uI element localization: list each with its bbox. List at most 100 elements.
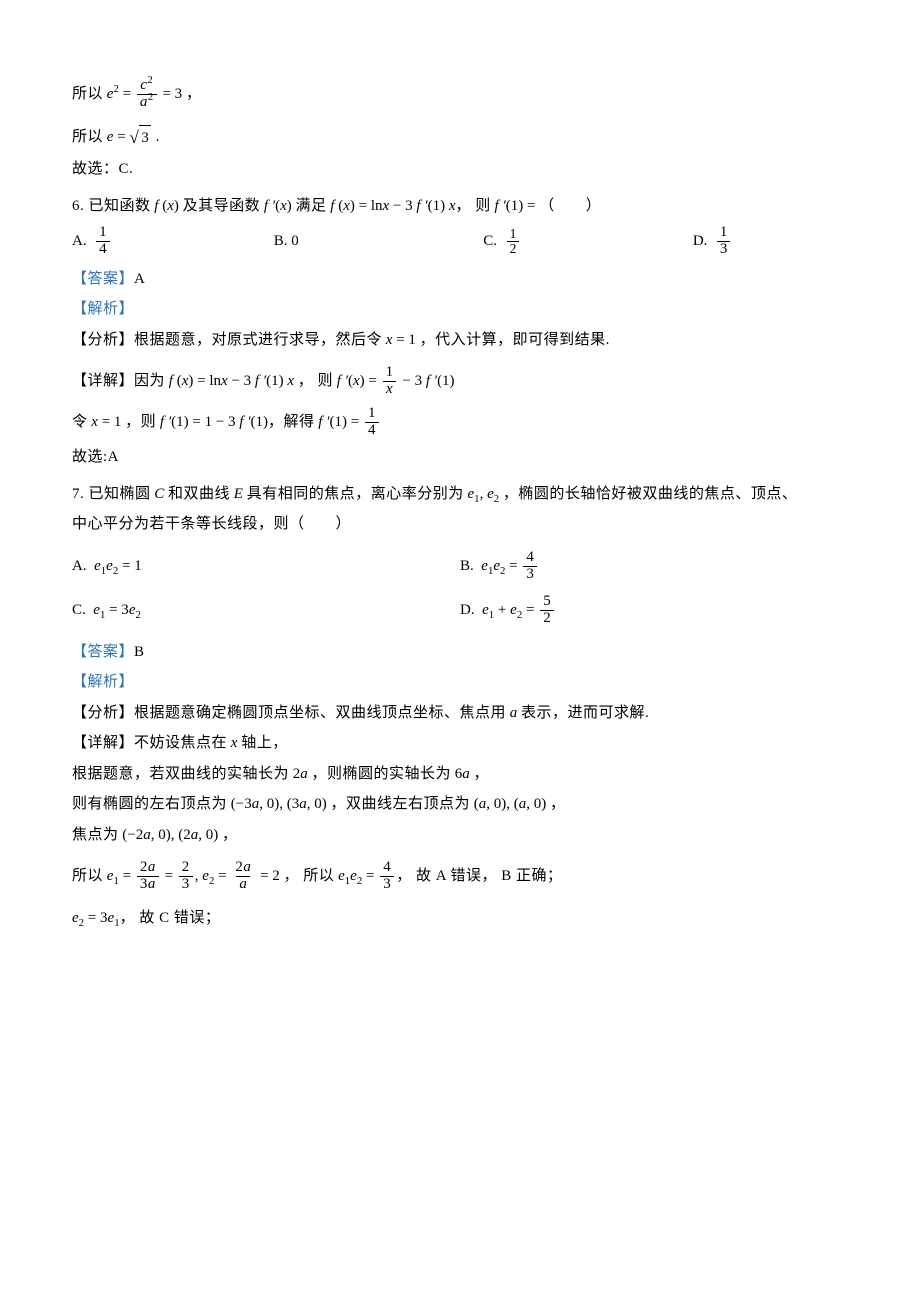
q7-c-expr: e1 = 3e2 xyxy=(93,599,141,622)
q6-options: A. 1 4 B. 0 C. 1 2 D. 1 3 xyxy=(72,225,848,258)
q6-stem-mid2: 满足 xyxy=(296,195,327,218)
q6-analysis-head: 【解析】 xyxy=(72,298,848,321)
q7-option-c: C. e1 = 3e2 xyxy=(72,594,460,627)
q7-stem-d: ，椭圆的长轴恰好被双曲线的焦点、顶点、 xyxy=(503,483,798,506)
q6-x1: x = 1 xyxy=(382,329,420,352)
q7-b-frac: 4 3 xyxy=(523,550,537,583)
q7-answer-tag: 【答案】 xyxy=(72,641,134,664)
q7-option-d: D. e1 + e2 = 5 2 xyxy=(460,594,848,627)
q7-foci: (−2a, 0), (2a, 0) xyxy=(119,824,222,847)
q7-detail-l2a: 根据题意，若双曲线的实轴长为 xyxy=(72,763,289,786)
q6-stem-tail: （ ） xyxy=(539,195,601,218)
q7-stem-1: 7. 已知椭圆 C 和双曲线 E 具有相同的焦点，离心率分别为 e1, e2 ，… xyxy=(72,483,848,506)
q7-number: 7. xyxy=(72,483,84,506)
q7-e1-frac1: 2a 3a xyxy=(137,860,159,893)
q7-detail-l4b: ， xyxy=(222,824,238,847)
q6-detail-l1b: ， 则 xyxy=(298,370,333,393)
q6-fpx: f ′(x) xyxy=(260,195,295,218)
q6-detail-l1a: 因为 xyxy=(134,370,165,393)
text-so: 所以 xyxy=(72,83,103,106)
q7-E: E xyxy=(230,483,247,506)
q7-e2-lhs: , e2 = xyxy=(195,865,231,888)
q7-eq1: = xyxy=(161,865,177,888)
q7-answer-val: B xyxy=(134,641,145,664)
q7-option-a: A. e1e2 = 1 xyxy=(72,550,460,583)
q7-detail-l5c: ， 故 A 错误， B 正确； xyxy=(396,865,562,888)
q6-detail-h: 【详解】 xyxy=(72,370,134,393)
q7-hyper-v: (a, 0), (a, 0) xyxy=(470,793,550,816)
q6-c-label: C. xyxy=(483,230,497,253)
q6-option-d: D. 1 3 xyxy=(693,225,848,258)
q6-answer: 【答案】 A xyxy=(72,268,848,291)
prefix-line-2: 所以 e = √3 . xyxy=(72,125,848,151)
q7-detail-l4: 焦点为 (−2a, 0), (2a, 0) ， xyxy=(72,824,848,847)
q7-analysis-head: 【解析】 xyxy=(72,671,848,694)
q7-detail-l3: 则有椭圆的左右顶点为 (−3a, 0), (3a, 0) ，双曲线左右顶点为 (… xyxy=(72,793,848,816)
q7-answer: 【答案】 B xyxy=(72,641,848,664)
q6-detail-eq1: f (x) = lnx − 3 f ′(1) x xyxy=(165,370,298,393)
q6-detail-l2b: ，则 xyxy=(125,411,156,434)
q7-e1-frac2: 2 3 xyxy=(179,860,193,893)
q6-a-frac: 1 4 xyxy=(96,225,110,258)
q6-number: 6. xyxy=(72,195,84,218)
q6-choice-text: 故选:A xyxy=(72,446,119,469)
q7-e2-frac: 2a a xyxy=(232,860,254,893)
q7-x-var: x xyxy=(227,732,241,755)
q6-detail-l1: 【详解】 因为 f (x) = lnx − 3 f ′(1) x ， 则 f ′… xyxy=(72,365,848,398)
q6-analysis-t1: 根据题意，对原式进行求导，然后令 xyxy=(134,329,382,352)
q7-analysis-t1: 根据题意确定椭圆顶点坐标、双曲线顶点坐标、焦点用 xyxy=(134,702,506,725)
q6-detail-l2: 令 x = 1 ，则 f ′(1) = 1 − 3 f ′(1) ，解得 f ′… xyxy=(72,406,848,439)
q6-d-frac: 1 3 xyxy=(717,225,731,258)
q7-prod-frac: 4 3 xyxy=(380,860,394,893)
q7-detail-l1a: 不妨设焦点在 xyxy=(134,732,227,755)
q6-a-label: A. xyxy=(72,230,87,253)
q6-analysis-t1b: ，代入计算，即可得到结果. xyxy=(420,329,610,352)
q7-detail-l3a: 则有椭圆的左右顶点为 xyxy=(72,793,227,816)
q6-analysis-h1: 【分析】 xyxy=(72,329,134,352)
q6-answer-tag: 【答案】 xyxy=(72,268,134,291)
q6-detail-l2a: 令 xyxy=(72,411,88,434)
q7-detail-l2: 根据题意，若双曲线的实轴长为 2a ，则椭圆的实轴长为 6a ， xyxy=(72,763,848,786)
q7-analysis-t1b: 表示，进而可求解. xyxy=(521,702,649,725)
q6-b-val: 0 xyxy=(291,230,299,253)
prefix-line-1: 所以 e2 = c2 a2 = 3 ， xyxy=(72,78,848,111)
q7-analysis-h1: 【分析】 xyxy=(72,702,134,725)
q7-c-label: C. xyxy=(72,599,86,622)
q6-eq: f (x) = lnx − 3 f ′(1) x xyxy=(327,195,456,218)
q6-analysis-tag: 【解析】 xyxy=(72,298,134,321)
choose-c-text: 故选：C. xyxy=(72,158,133,181)
expr-e: e = xyxy=(103,126,129,149)
q7-C: C xyxy=(151,483,169,506)
q7-detail-h: 【详解】 xyxy=(72,732,134,755)
q6-fp1: f ′(1) = xyxy=(491,195,539,218)
q7-a-var: a xyxy=(506,702,521,725)
q7-analysis-tag: 【解析】 xyxy=(72,671,134,694)
q7-detail-l6b: ， 故 C 错误； xyxy=(120,907,221,930)
q7-stem-a: 已知椭圆 xyxy=(89,483,151,506)
q6-stem-pre: 已知函数 xyxy=(89,195,151,218)
q6-x1b: x = 1 xyxy=(88,411,126,434)
q6-fx: f (x) xyxy=(151,195,183,218)
q6-detail-eq2-tail: − 3 f ′(1) xyxy=(399,370,455,393)
q7-detail-l1b: 轴上， xyxy=(241,732,288,755)
q6-stem: 6. 已知函数 f (x) 及其导函数 f ′(x) 满足 f (x) = ln… xyxy=(72,195,848,218)
q6-option-b: B. 0 xyxy=(274,225,484,258)
q7-e1-lhs: e1 = xyxy=(103,865,135,888)
q7-detail-l3b: ，双曲线左右顶点为 xyxy=(330,793,470,816)
q7-detail-l4a: 焦点为 xyxy=(72,824,119,847)
q6-stem-mid1: 及其导函数 xyxy=(183,195,261,218)
text-so-2: 所以 xyxy=(72,126,103,149)
q6-detail-eq2-frac: 1 x xyxy=(383,365,397,398)
q7-detail-l6a: e2 = 3e1 xyxy=(72,907,120,930)
q7-stem-2: 中心平分为若干条等长线段，则（ ） xyxy=(72,513,848,536)
period-1: . xyxy=(151,126,160,149)
q6-d-label: D. xyxy=(693,230,708,253)
q7-detail-l3c: ， xyxy=(550,793,566,816)
q7-eq2-tail: = 2 xyxy=(256,865,283,888)
q7-detail-l2b: ，则椭圆的实轴长为 xyxy=(312,763,452,786)
expr-e2: e2 = xyxy=(103,83,135,106)
q6-detail-eq2-lhs: f ′(x) = xyxy=(333,370,381,393)
q6-detail-eq4-lhs: f ′(1) = xyxy=(315,411,363,434)
q6-detail-l2c: ，解得 xyxy=(268,411,315,434)
q7-2a: 2a xyxy=(289,763,312,786)
